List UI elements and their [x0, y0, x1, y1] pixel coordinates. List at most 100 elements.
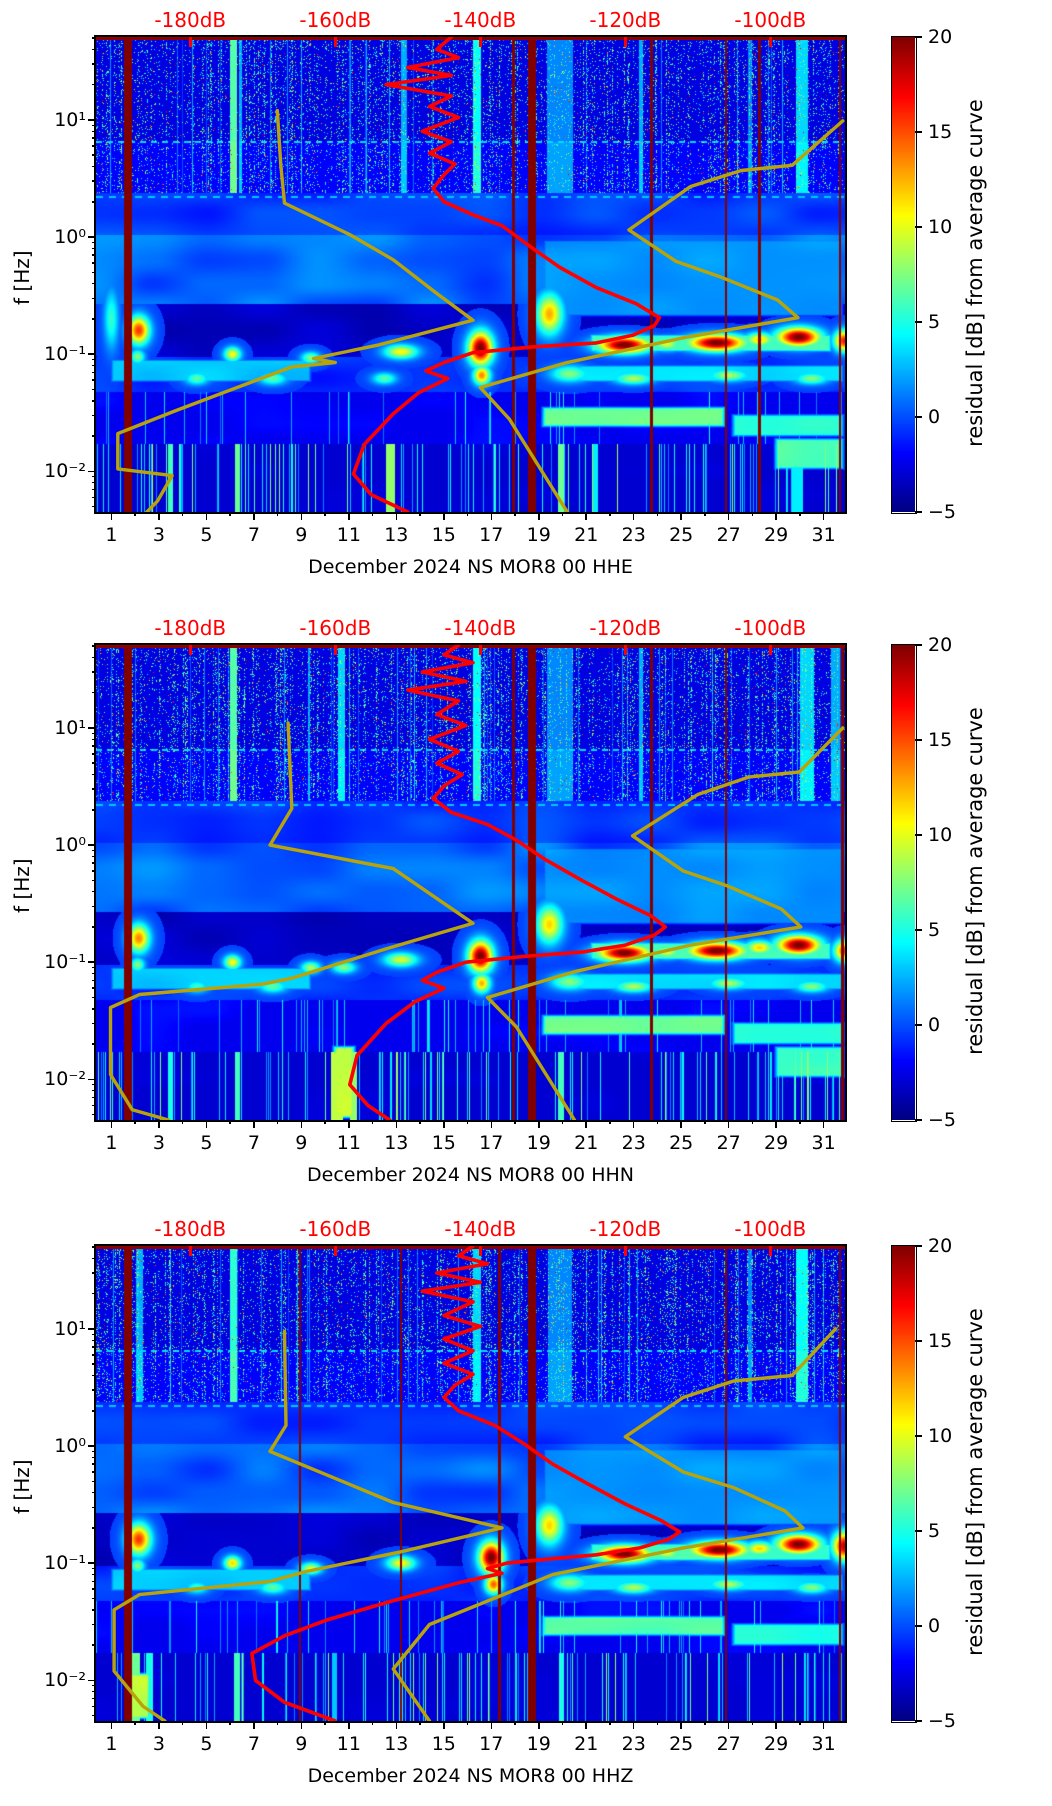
- x-tick-major: [585, 1120, 587, 1128]
- colorbar-tick: [915, 416, 922, 418]
- x-tick-label: 31: [811, 1132, 836, 1154]
- y-tick-minor: [92, 1257, 96, 1260]
- x-tick-label: 19: [526, 1132, 551, 1154]
- y-tick-minor: [92, 926, 96, 928]
- y-tick-major: [88, 119, 96, 121]
- y-tick-minor: [92, 1471, 96, 1473]
- y-tick-minor: [92, 297, 96, 300]
- x-tick-label: 3: [152, 1132, 165, 1154]
- x-tick-major: [300, 1721, 303, 1729]
- y-tick-minor: [92, 83, 96, 86]
- colorbar-title-hhz: residual [dB] from average curve: [963, 1307, 987, 1656]
- colorbar-tick: [915, 1340, 922, 1342]
- colorbar-tick: [915, 834, 922, 836]
- y-tick-minor: [92, 656, 96, 659]
- y-tick-minor: [92, 282, 96, 285]
- y-tick-minor: [92, 966, 96, 969]
- y-tick-minor: [92, 691, 96, 694]
- x-tick-label: 17: [479, 1132, 504, 1154]
- x-tick-minor: [799, 512, 801, 516]
- y-tick-label: 10⁰: [54, 226, 86, 249]
- colorbar-gradient-hhe: [892, 37, 915, 512]
- x-tick-major: [727, 1721, 730, 1729]
- x-tick-label: 29: [764, 1132, 789, 1154]
- y-tick-minor: [92, 318, 96, 320]
- x-tick-label: 15: [431, 524, 456, 546]
- x-tick-minor: [324, 1120, 326, 1124]
- x-tick-minor: [276, 1120, 279, 1124]
- y-tick-minor: [92, 1623, 96, 1626]
- y-tick-minor: [92, 1339, 96, 1341]
- x-tick-major: [443, 1721, 445, 1729]
- y-tick-label: 10⁻¹: [44, 951, 86, 974]
- x-tick-label: 23: [621, 524, 646, 546]
- top-db-label: -140dB: [444, 1217, 517, 1241]
- x-tick-label: 27: [716, 1132, 741, 1154]
- x-tick-minor: [324, 512, 326, 516]
- y-tick-minor: [92, 414, 96, 417]
- y-tick-minor: [92, 972, 96, 975]
- x-tick-minor: [751, 512, 754, 516]
- top-db-tick: [188, 1246, 192, 1256]
- y-tick-minor: [92, 1714, 96, 1717]
- y-tick-minor: [92, 738, 96, 740]
- colorbar-tick: [915, 1245, 922, 1247]
- x-tick-major: [205, 1120, 208, 1128]
- colorbar-gradient-hhz: [892, 1246, 915, 1721]
- x-tick-label: 17: [479, 1733, 504, 1755]
- x-tick-minor: [704, 1721, 706, 1725]
- spectrogram-canvas-hhn: [96, 645, 845, 1120]
- x-tick-major: [158, 1721, 160, 1729]
- x-tick-minor: [751, 1120, 754, 1124]
- top-db-tick: [768, 37, 772, 47]
- y-tick-minor: [92, 645, 96, 647]
- colorbar-tick: [915, 1024, 922, 1026]
- x-tick-minor: [704, 1120, 706, 1124]
- panel-title-hhn: December 2024 NS MOR8 00 HHN: [307, 1164, 634, 1186]
- x-tick-major: [680, 1120, 682, 1128]
- x-tick-label: 29: [764, 524, 789, 546]
- top-db-tick: [768, 645, 772, 655]
- y-tick-minor: [92, 1410, 96, 1412]
- y-tick-minor: [92, 481, 96, 484]
- x-tick-major: [822, 1120, 825, 1128]
- x-tick-major: [395, 512, 398, 520]
- y-tick-label: 10⁻¹: [44, 343, 86, 366]
- x-tick-minor: [656, 1120, 659, 1124]
- x-tick-label: 31: [811, 524, 836, 546]
- y-tick-minor: [92, 1527, 96, 1529]
- x-tick-major: [348, 1120, 350, 1128]
- x-tick-minor: [419, 1120, 421, 1124]
- x-tick-label: 5: [200, 1132, 213, 1154]
- top-edge-gap-line: [96, 645, 845, 648]
- x-tick-minor: [799, 1721, 801, 1725]
- colorbar-tick-label: 5: [928, 919, 941, 941]
- y-tick-minor: [92, 1096, 96, 1099]
- x-tick-minor: [181, 1120, 184, 1124]
- y-tick-minor: [92, 1644, 96, 1646]
- top-db-tick: [478, 1246, 482, 1256]
- colorbar-tick-label: −5: [928, 1710, 957, 1732]
- colorbar-title-hhe: residual [dB] from average curve: [963, 98, 987, 447]
- y-tick-label: 10¹: [54, 716, 86, 739]
- y-tick-label: 10⁻²: [44, 1068, 86, 1091]
- x-tick-major: [775, 1120, 777, 1128]
- x-tick-major: [348, 512, 350, 520]
- y-tick-minor: [92, 862, 96, 864]
- x-tick-minor: [514, 1120, 516, 1124]
- top-db-tick: [623, 37, 627, 47]
- y-tick-minor: [92, 1363, 96, 1365]
- panel-title-hhe: December 2024 NS MOR8 00 HHE: [308, 556, 633, 578]
- top-db-label: -140dB: [444, 8, 517, 32]
- x-tick-minor: [371, 1120, 374, 1124]
- y-tick-minor: [92, 879, 96, 882]
- x-tick-major: [538, 1721, 540, 1729]
- x-tick-minor: [134, 1721, 136, 1725]
- colorbar-tick: [915, 1119, 922, 1121]
- y-tick-minor: [92, 271, 96, 274]
- colorbar-tick: [915, 1530, 922, 1532]
- y-tick-minor: [92, 371, 96, 374]
- y-tick-minor: [92, 809, 96, 811]
- x-tick-label: 5: [200, 1733, 213, 1755]
- x-tick-major: [490, 1120, 493, 1128]
